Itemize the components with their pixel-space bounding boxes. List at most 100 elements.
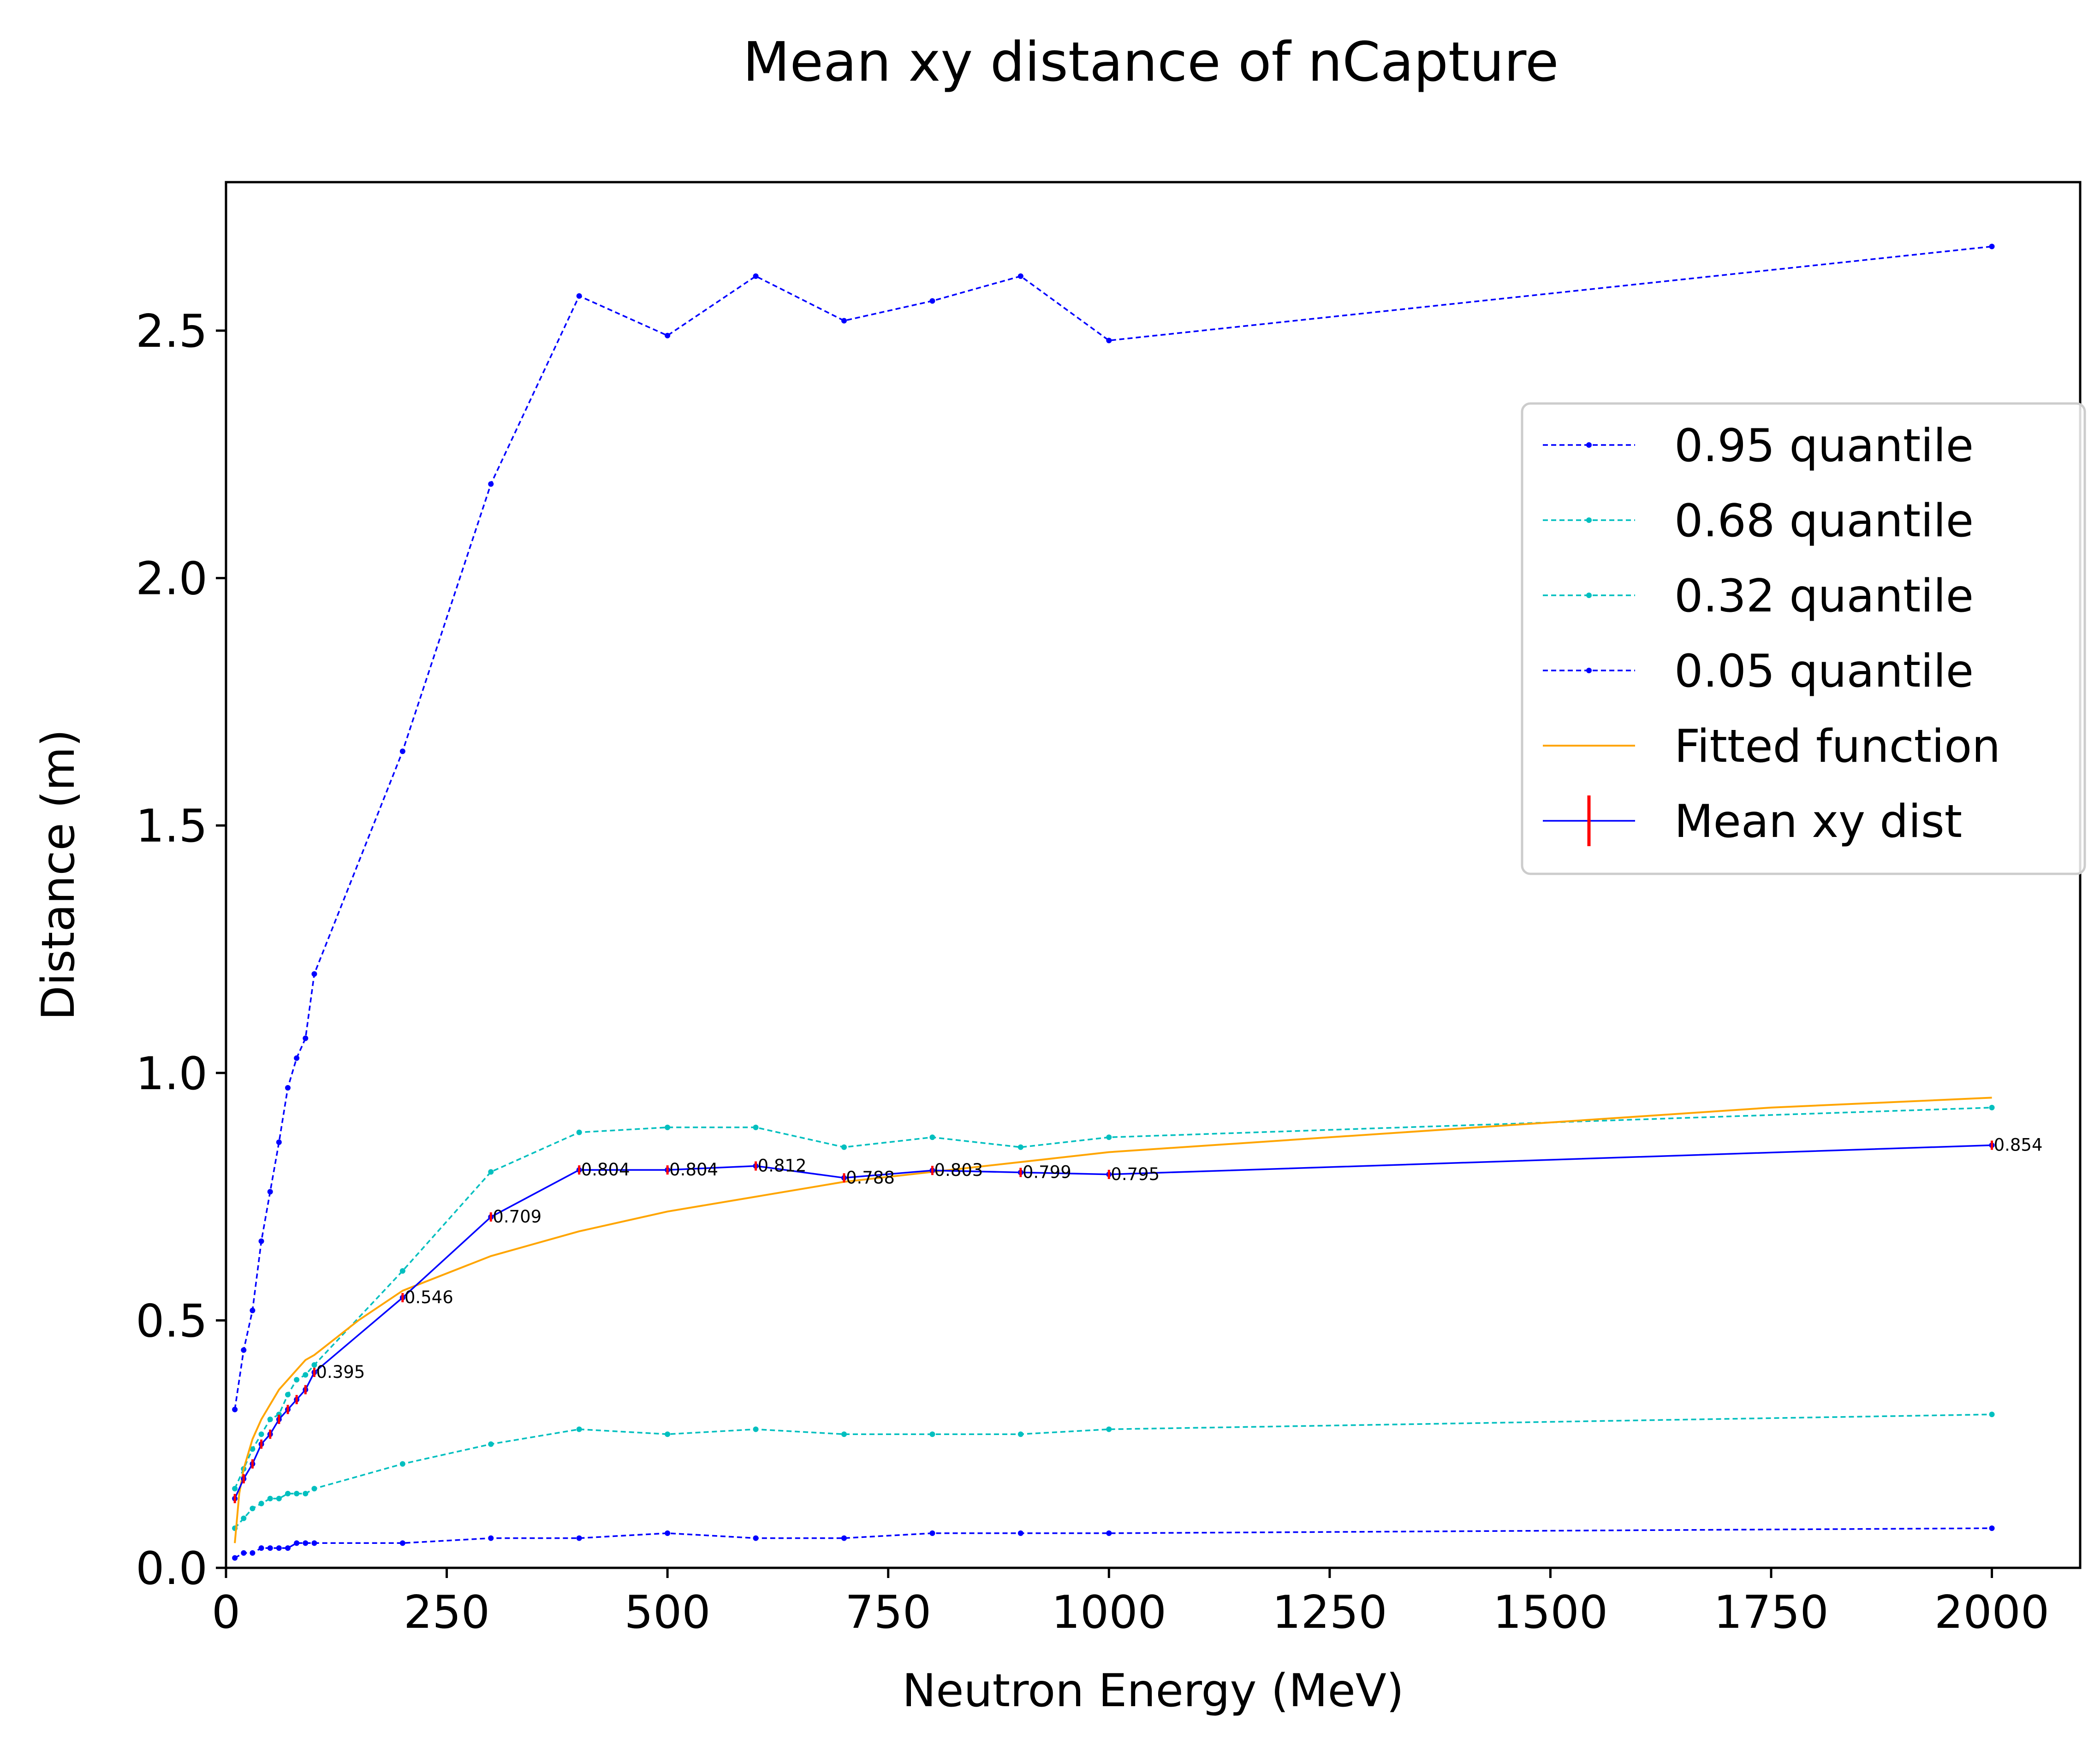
legend: 0.95 quantile 0.68 quantile 0.32 quantile 0… [1521,402,2086,875]
data-point-0-95-quantile [753,273,759,279]
data-point-0-95-quantile [258,1238,264,1244]
x-tick-label: 2000 [1934,1586,2049,1639]
data-label: 0.812 [758,1156,807,1176]
data-point-0-68-quantile [285,1392,291,1398]
y-tick-label: 0.0 [136,1542,208,1595]
data-label: 0.799 [1023,1163,1071,1182]
legend-marker-0-32-quantile [1586,593,1592,598]
data-point-0-95-quantile [303,1035,309,1041]
data-label: 0.803 [934,1160,983,1180]
data-point-0-95-quantile [1017,273,1023,279]
data-point-0-05-quantile [241,1550,247,1556]
y-tick-label: 0.5 [136,1295,208,1347]
x-tick-label: 1250 [1272,1586,1387,1639]
data-point-0-32-quantile [929,1431,935,1437]
data-point-0-68-quantile [1106,1134,1112,1140]
data-point-0-05-quantile [1106,1530,1112,1536]
data-point-0-68-quantile [665,1124,671,1130]
data-point-0-68-quantile [258,1431,264,1437]
series-line-mean-xy-dist [234,1144,1992,1499]
legend-label-0-32-quantile: 0.32 quantile [1674,570,1974,623]
data-point-0-95-quantile [250,1307,256,1313]
data-point-0-68-quantile [753,1124,759,1130]
data-point-0-95-quantile [267,1189,273,1195]
legend-label-0-68-quantile: 0.68 quantile [1674,495,1974,547]
data-point-0-95-quantile [311,971,317,977]
data-point-0-95-quantile [285,1085,291,1091]
data-point-0-05-quantile [294,1540,300,1546]
data-point-0-32-quantile [488,1441,494,1447]
data-point-0-68-quantile [303,1372,309,1378]
data-point-0-05-quantile [1989,1525,1995,1531]
data-point-0-32-quantile [241,1515,247,1521]
legend-label-mean-xy-dist: Mean xy dist [1674,795,1962,848]
data-point-0-05-quantile [276,1545,282,1551]
x-tick-label: 250 [404,1586,490,1639]
data-point-0-05-quantile [232,1555,238,1561]
data-point-0-68-quantile [276,1412,282,1418]
series-line-0-68-quantile [234,1107,1992,1489]
data-point-0-95-quantile [294,1055,300,1061]
data-point-0-05-quantile [250,1550,256,1556]
x-tick-label: 1000 [1052,1586,1166,1639]
data-point-0-32-quantile [1106,1426,1112,1432]
legend-label-0-95-quantile: 0.95 quantile [1674,420,1974,472]
y-tick-label: 1.5 [136,800,208,853]
data-point-0-32-quantile [841,1431,847,1437]
data-point-0-95-quantile [232,1406,238,1412]
data-label: 0.854 [1994,1135,2043,1155]
data-point-0-95-quantile [276,1139,282,1145]
data-point-0-95-quantile [1989,243,1995,249]
x-axis-label: Neutron Energy (MeV) [902,1665,1404,1717]
data-point-0-32-quantile [267,1495,273,1501]
legend-label-0-05-quantile: 0.05 quantile [1674,645,1974,698]
data-point-0-05-quantile [665,1530,671,1536]
data-point-0-68-quantile [1989,1104,1995,1110]
y-tick-label: 2.0 [136,553,208,605]
legend-box [1521,402,2086,875]
chart-title: Mean xy distance of nCapture [743,30,1559,94]
data-point-0-32-quantile [753,1426,759,1432]
data-point-0-05-quantile [841,1535,847,1541]
data-label: 0.709 [493,1207,541,1227]
y-axis-label: Distance (m) [32,729,85,1020]
data-point-0-95-quantile [488,481,494,487]
legend-marker-0-68-quantile [1586,517,1592,523]
y-tick-label: 2.5 [136,305,208,358]
y-tick-label: 1.0 [136,1048,208,1100]
series-line-fitted-function [234,1097,1992,1543]
data-point-0-68-quantile [311,1362,317,1368]
data-point-0-32-quantile [294,1491,300,1497]
x-tick-label: 0 [212,1586,240,1639]
data-label: 0.804 [669,1160,718,1180]
data-point-0-05-quantile [929,1530,935,1536]
data-point-0-95-quantile [241,1347,247,1353]
data-point-0-68-quantile [841,1144,847,1150]
data-label: 0.804 [581,1160,630,1180]
data-label: 0.795 [1111,1164,1160,1184]
data-point-0-32-quantile [258,1501,264,1507]
data-point-0-32-quantile [576,1426,582,1432]
data-point-0-68-quantile [576,1129,582,1135]
data-point-0-68-quantile [929,1134,935,1140]
data-point-0-05-quantile [576,1535,582,1541]
data-point-0-05-quantile [399,1540,405,1546]
data-label: 0.546 [405,1287,453,1307]
data-point-0-05-quantile [1017,1530,1023,1536]
data-point-0-95-quantile [576,293,582,299]
data-point-0-95-quantile [399,748,405,754]
data-label: 0.788 [846,1168,895,1187]
data-point-0-32-quantile [1989,1412,1995,1418]
x-tick-label: 500 [625,1586,711,1639]
series-line-0-05-quantile [234,1527,1992,1559]
data-point-0-95-quantile [1106,338,1112,344]
data-point-0-68-quantile [1017,1144,1023,1150]
legend-marker-0-95-quantile [1586,442,1592,448]
data-point-0-32-quantile [311,1486,317,1492]
data-point-0-95-quantile [929,298,935,304]
data-label: 0.395 [316,1362,365,1382]
data-point-0-68-quantile [232,1486,238,1492]
legend-marker-0-05-quantile [1586,668,1592,673]
